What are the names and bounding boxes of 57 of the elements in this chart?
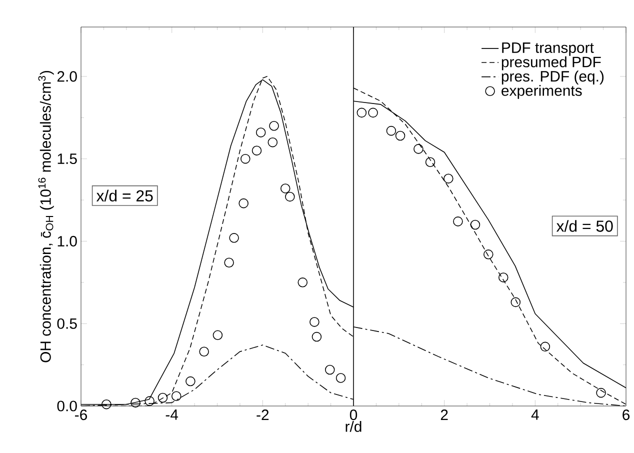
point [130,398,140,408]
point [498,272,508,282]
point [240,154,250,164]
x-axis-title: r/d [346,420,362,432]
point [256,128,266,138]
point [144,396,154,406]
point [238,198,248,208]
point [212,330,223,340]
point [298,278,308,288]
point [285,192,295,202]
legend-label: pres. PDF (eq.) [502,70,604,85]
x-tick-label: -2 [256,410,269,420]
x-tick-label: -4 [166,410,178,420]
legend-label: presumed PDF [502,56,601,70]
point [158,392,168,403]
y-axis-title: OH concentration, c̄$_{OH}$ (10$^{16}$ molecules/cm$^{3}$) [38,70,54,362]
y-tick-label: 0.5 [57,318,77,329]
point [186,376,196,386]
point [280,184,290,194]
point [171,391,182,401]
point [252,146,262,156]
point [229,233,239,243]
y-tick-label: 1.0 [58,236,77,246]
point [425,157,436,168]
y-tick-label: 2.0 [57,71,77,82]
point [453,216,463,226]
point [386,126,396,136]
x-tick-label: 4 [531,410,539,420]
point [268,137,278,148]
x-tick-label: -6 [75,410,87,420]
point [269,120,279,131]
point [102,399,112,410]
point [470,220,480,230]
point [325,364,335,375]
point [312,332,322,342]
point [596,388,606,398]
point [444,174,454,184]
point [414,144,424,154]
legend-label: PDF transport [502,42,594,56]
annotation: x/d = 50 [556,220,613,232]
legend-label: experiments [502,84,582,99]
point [336,373,346,383]
x-tick-label: 0 [350,410,358,420]
point [510,297,521,308]
point [540,342,550,352]
y-tick-label: 1.5 [58,154,77,164]
point [356,108,367,118]
annotation: x/d = 25 [96,190,153,202]
point [310,317,320,327]
point [484,250,494,260]
point [368,108,378,118]
x-tick-label: 2 [440,410,448,420]
point [199,346,209,357]
point [224,258,234,268]
y-tick-label: 0.0 [57,400,77,412]
point [395,130,406,141]
x-tick-label: 6 [622,410,630,420]
